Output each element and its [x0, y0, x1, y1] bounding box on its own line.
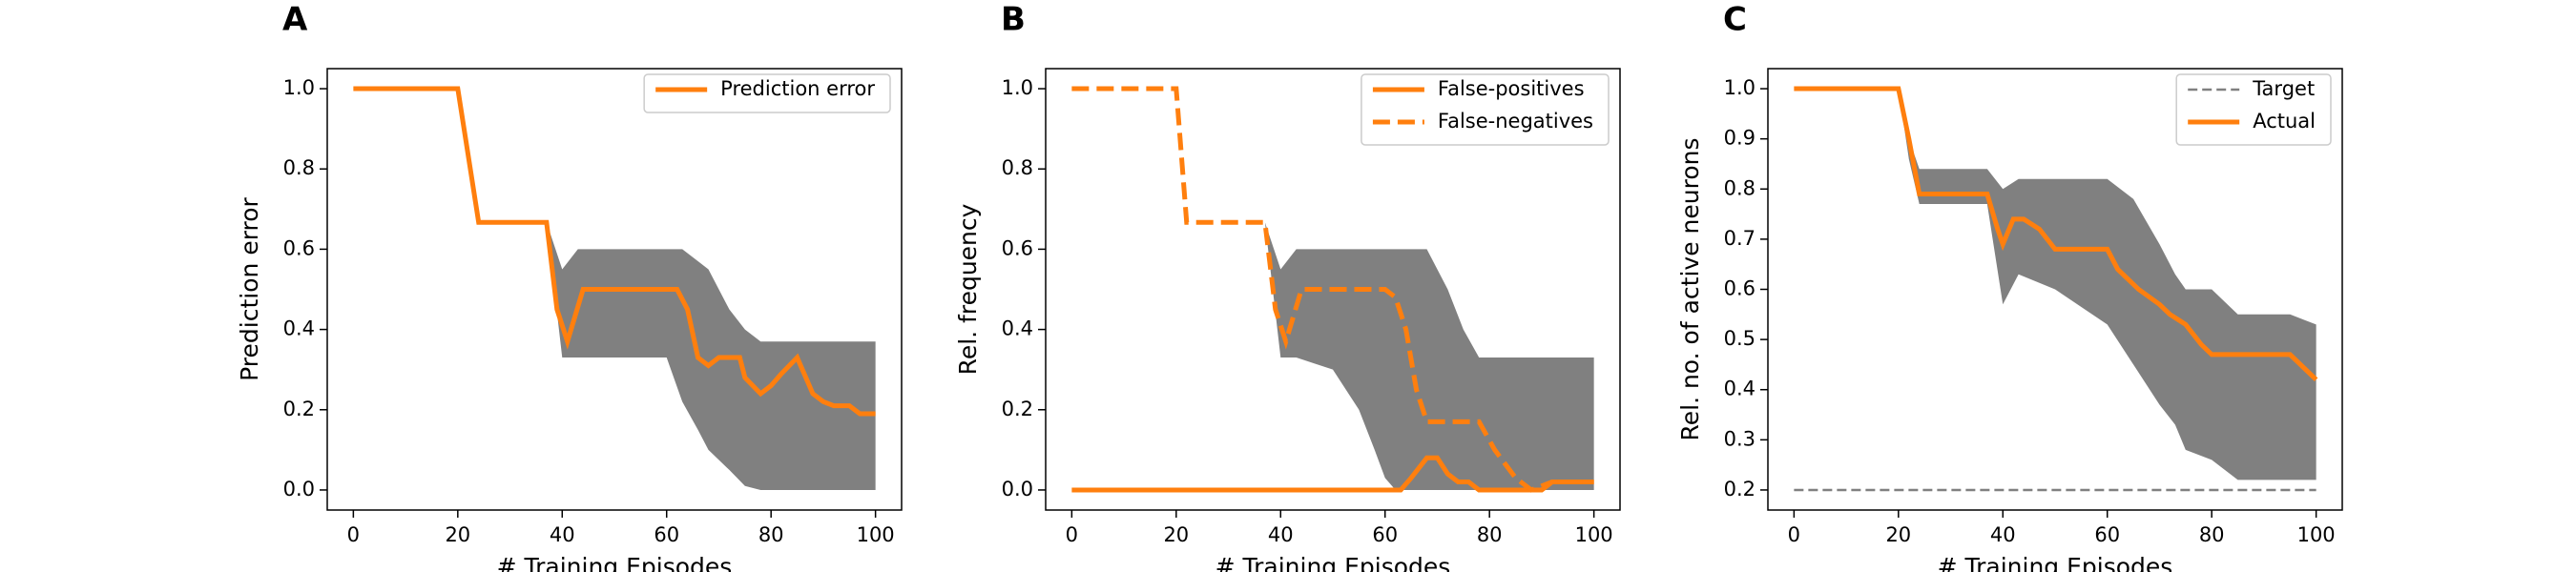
spread-band [1264, 222, 1594, 490]
panel-label: B [1001, 1, 1026, 39]
x-tick-label: 80 [758, 523, 784, 546]
legend-box [2175, 73, 2332, 146]
x-tick-label: 80 [2199, 523, 2225, 546]
x-tick-label: 20 [1163, 523, 1189, 546]
y-tick-label: 0.4 [1724, 378, 1755, 400]
x-tick-label: 20 [445, 523, 470, 546]
x-axis-label: # Training Episodes [1938, 553, 2173, 572]
y-tick-label: 0.0 [283, 478, 315, 500]
y-tick-label: 0.3 [1724, 427, 1755, 450]
y-tick-label: 0.8 [283, 156, 315, 179]
x-tick-label: 100 [2297, 523, 2336, 546]
x-tick-label: 0 [1066, 523, 1078, 546]
x-tick-label: 0 [1788, 523, 1800, 546]
legend-label: False-negatives [1438, 110, 1593, 133]
legend: Target Actual [2175, 73, 2332, 146]
legend-box [643, 73, 891, 113]
x-tick-label: 40 [1268, 523, 1294, 546]
y-tick-label: 1.0 [1724, 76, 1755, 99]
y-axis-label: Rel. frequency [954, 203, 982, 375]
x-tick-label: 60 [654, 523, 679, 546]
plot-frame [326, 68, 903, 511]
y-tick-label: 0.7 [1724, 227, 1755, 250]
y-axis-label: Rel. no. of active neurons [1676, 137, 1704, 440]
y-tick-label: 0.2 [1002, 398, 1033, 420]
data-line [1071, 86, 1594, 493]
x-tick-label: 60 [2094, 523, 2120, 546]
y-tick-label: 0.6 [1002, 236, 1033, 259]
legend-label: Prediction error [720, 77, 875, 100]
panel-label: A [282, 1, 308, 39]
legend-label: Target [2252, 77, 2315, 100]
x-tick-label: 40 [550, 523, 575, 546]
y-axis-label: Prediction error [236, 196, 263, 380]
x-axis-label: # Training Episodes [497, 553, 733, 572]
legend: Prediction error [643, 73, 891, 113]
data-line [1794, 86, 2318, 382]
y-tick-label: 0.6 [283, 236, 315, 259]
y-tick-label: 1.0 [283, 76, 315, 99]
y-tick-label: 0.2 [1724, 478, 1755, 500]
legend-label: Actual [2253, 110, 2316, 133]
panel-label: C [1723, 1, 1747, 39]
legend: False-positives False-negatives [1361, 73, 1610, 146]
y-tick-label: 0.6 [1724, 277, 1755, 300]
x-tick-label: 100 [857, 523, 895, 546]
x-tick-label: 0 [347, 523, 360, 546]
data-line [1071, 455, 1594, 493]
x-axis-label: # Training Episodes [1215, 553, 1451, 572]
y-tick-label: 0.2 [283, 398, 315, 420]
y-tick-label: 0.9 [1724, 127, 1755, 150]
y-tick-label: 0.4 [283, 317, 315, 340]
x-tick-label: 80 [1477, 523, 1503, 546]
y-tick-label: 0.8 [1724, 176, 1755, 199]
y-tick-label: 0.0 [1002, 478, 1033, 500]
legend-label: False-positives [1438, 77, 1585, 100]
plot-frame [1045, 68, 1621, 511]
y-tick-label: 0.5 [1724, 327, 1755, 350]
y-tick-label: 1.0 [1002, 76, 1033, 99]
x-tick-label: 20 [1885, 523, 1911, 546]
spread-band [1898, 89, 2316, 480]
x-tick-label: 40 [1990, 523, 2016, 546]
x-tick-label: 60 [1372, 523, 1398, 546]
x-tick-label: 100 [1575, 523, 1613, 546]
data-line [353, 86, 876, 417]
spread-band [546, 222, 876, 490]
y-tick-label: 0.8 [1002, 156, 1033, 179]
y-tick-label: 0.4 [1002, 317, 1033, 340]
